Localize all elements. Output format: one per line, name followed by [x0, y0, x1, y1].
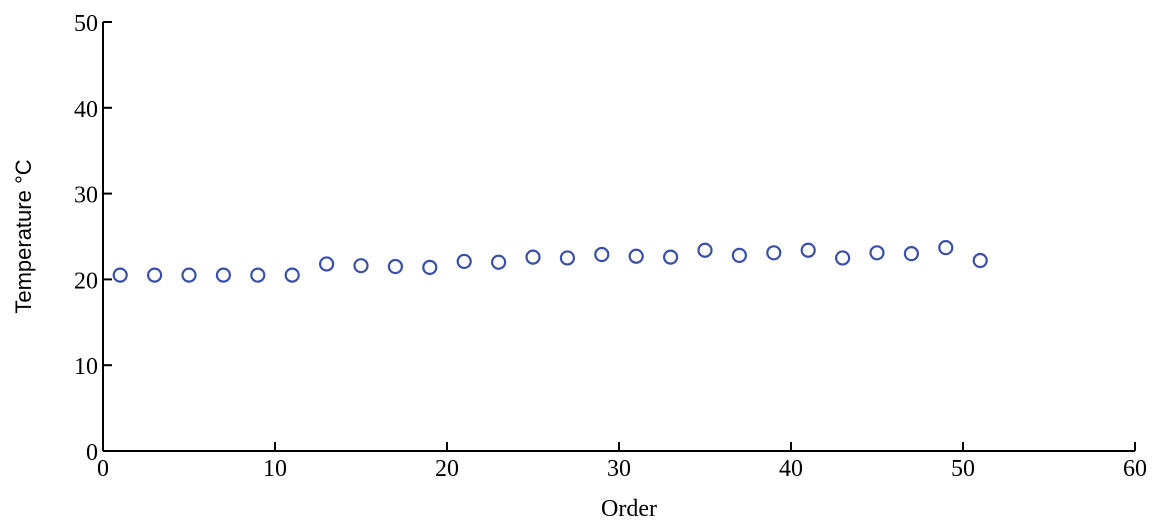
data-point	[938, 240, 954, 256]
y-tick-label: 30	[74, 183, 98, 209]
data-point	[525, 249, 541, 265]
data-point	[181, 267, 197, 283]
data-point	[284, 267, 300, 283]
x-tick-label: 60	[1123, 456, 1147, 482]
y-tick-label: 0	[86, 440, 98, 466]
data-point	[559, 250, 576, 266]
data-point	[319, 256, 335, 272]
data-point	[834, 250, 851, 266]
axes	[102, 22, 1135, 452]
x-tick-label: 20	[435, 456, 459, 482]
data-point	[766, 245, 782, 261]
data-point	[628, 248, 644, 264]
x-tick-label: 50	[951, 456, 975, 482]
x-tick-label: 40	[779, 456, 803, 482]
data-point	[594, 246, 610, 263]
y-tick-label: 10	[74, 354, 98, 380]
data-point	[903, 246, 920, 262]
data-point	[662, 249, 679, 265]
x-axis-ticks: 0 10 20 30 40 50 60	[97, 442, 1147, 482]
data-point	[491, 254, 507, 270]
data-point	[112, 267, 128, 283]
data-point	[353, 258, 369, 274]
y-tick-label: 20	[74, 268, 98, 294]
data-point	[215, 267, 231, 283]
y-tick-label: 50	[74, 11, 98, 37]
data-point	[422, 259, 438, 275]
data-point	[147, 267, 163, 283]
data-point	[731, 247, 748, 263]
data-points	[112, 240, 988, 283]
x-tick-label: 0	[97, 456, 109, 482]
data-point	[387, 258, 403, 275]
data-point	[456, 253, 472, 269]
data-point	[697, 242, 713, 258]
data-point	[869, 245, 885, 261]
data-point	[250, 267, 266, 283]
y-axis-title: Temperature °C	[11, 159, 36, 313]
y-axis-ticks: 0 10 20 30 40 50	[74, 11, 112, 466]
x-tick-label: 30	[607, 456, 631, 482]
y-tick-label: 40	[74, 97, 98, 123]
x-axis-title: Order	[601, 496, 657, 522]
x-tick-label: 10	[263, 456, 287, 482]
data-point	[800, 242, 816, 258]
data-point	[972, 252, 988, 269]
